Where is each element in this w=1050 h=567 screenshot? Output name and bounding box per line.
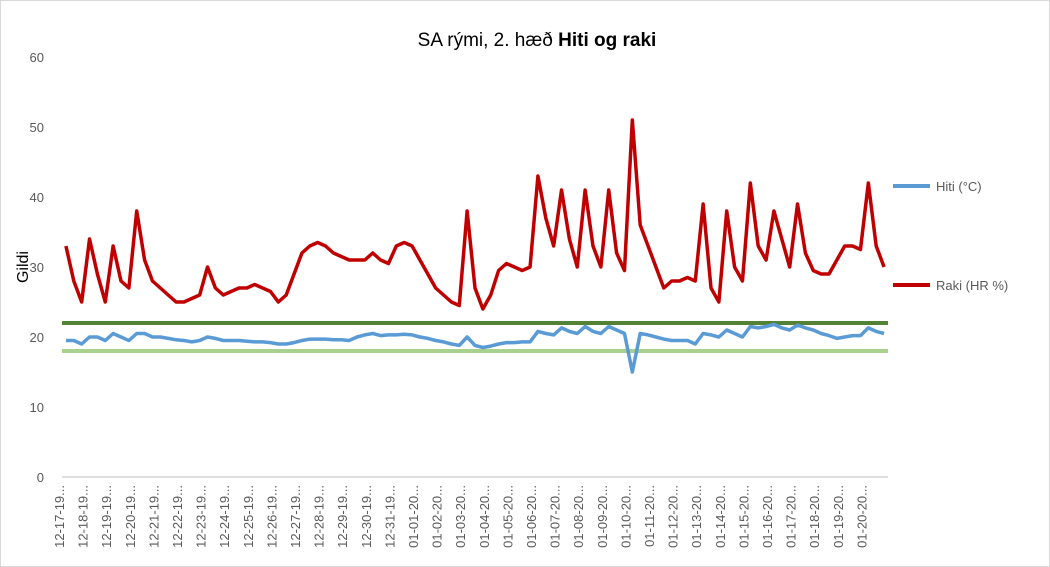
- x-tick-label: 01-14-20...: [713, 485, 728, 548]
- x-tick-label: 01-08-20...: [571, 485, 586, 548]
- x-tick-label: 12-17-19...: [52, 485, 67, 548]
- y-tick-label: 40: [30, 190, 44, 205]
- y-axis-label: Gildi: [15, 251, 32, 283]
- x-tick-label: 01-06-20...: [524, 485, 539, 548]
- x-tick-label: 12-25-19...: [241, 485, 256, 548]
- x-tick-label: 01-10-20...: [618, 485, 633, 548]
- legend-label: Hiti (°C): [936, 179, 982, 194]
- x-tick-label: 01-02-20...: [430, 485, 445, 548]
- title-bold-text: Hiti og raki: [558, 30, 656, 51]
- y-tick-label: 20: [30, 330, 44, 345]
- x-tick-label: 01-09-20...: [595, 485, 610, 548]
- chart-title: SA rými, 2. hæð Hiti og raki: [418, 30, 657, 51]
- x-tick-label: 12-20-19...: [123, 485, 138, 548]
- x-tick-label: 01-18-20...: [807, 485, 822, 548]
- x-tick-label: 01-07-20...: [548, 485, 563, 548]
- y-tick-label: 0: [37, 470, 44, 485]
- series-line: [65, 322, 885, 374]
- series-line: [64, 118, 886, 311]
- x-tick-label: 12-26-19...: [264, 485, 279, 548]
- x-tick-label: 01-04-20...: [477, 485, 492, 548]
- x-tick-label: 01-12-20...: [666, 485, 681, 548]
- x-tick-label: 01-19-20...: [831, 485, 846, 548]
- legend-label: Raki (HR %): [936, 278, 1008, 293]
- x-tick-label: 01-05-20...: [500, 485, 515, 548]
- x-tick-label: 12-19-19...: [99, 485, 114, 548]
- x-tick-label: 12-31-19...: [382, 485, 397, 548]
- x-tick-label: 01-03-20...: [453, 485, 468, 548]
- y-tick-label: 50: [30, 120, 44, 135]
- x-tick-label: 12-27-19...: [288, 485, 303, 548]
- x-tick-label: 12-29-19...: [335, 485, 350, 548]
- x-tick-label: 01-01-20...: [406, 485, 421, 548]
- y-tick-label: 10: [30, 400, 44, 415]
- y-tick-label: 60: [30, 50, 44, 65]
- x-tick-label: 12-30-19...: [359, 485, 374, 548]
- x-tick-label: 01-13-20...: [689, 485, 704, 548]
- x-tick-label: 12-28-19...: [312, 485, 327, 548]
- x-tick-label: 12-22-19...: [170, 485, 185, 548]
- x-tick-label: 01-16-20...: [760, 485, 775, 548]
- y-tick-label: 30: [30, 260, 44, 275]
- x-tick-label: 01-15-20...: [736, 485, 751, 548]
- x-tick-label: 12-24-19...: [217, 485, 232, 548]
- x-tick-label: 12-23-19...: [194, 485, 209, 548]
- x-tick-label: 12-21-19...: [146, 485, 161, 548]
- title-text: SA rými, 2. hæð: [418, 30, 553, 51]
- x-tick-label: 12-18-19...: [76, 485, 91, 548]
- x-tick-label: 01-11-20...: [642, 485, 657, 547]
- x-tick-label: 01-17-20...: [784, 485, 799, 548]
- x-tick-label: 01-20-20...: [854, 485, 869, 548]
